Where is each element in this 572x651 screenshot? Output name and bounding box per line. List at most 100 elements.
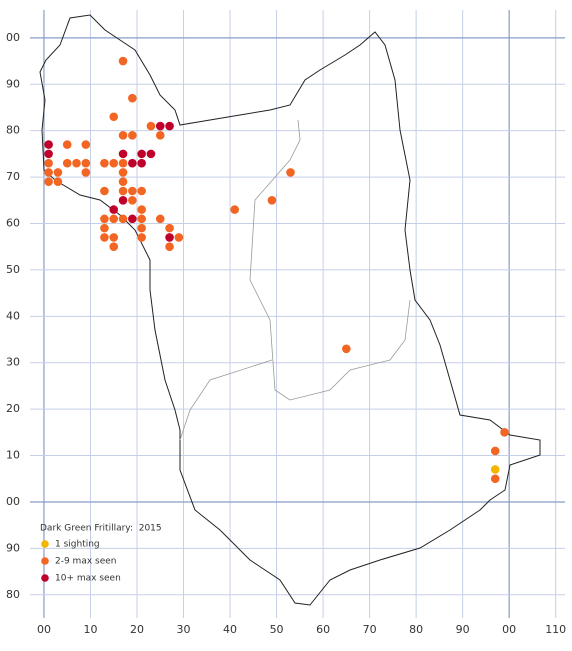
record-dot [128,93,137,103]
record-dot [267,195,277,205]
record-dot [137,158,146,168]
record-dot [230,205,239,214]
record-dot [81,140,91,149]
record-dot [100,186,109,196]
record-dot [137,186,146,196]
x-tick-label: 30 [177,623,191,636]
record-dot [118,214,128,224]
record-dot [165,242,174,252]
record-dot [44,140,53,149]
record-dot [109,233,119,242]
y-tick-label: 60 [6,216,20,229]
y-tick-label: 80 [6,588,20,601]
record-dot [128,186,137,196]
record-dot [100,158,109,168]
record-dot [81,168,91,177]
x-tick-label: 50 [270,623,284,636]
x-tick-label: 90 [456,623,470,636]
legend-label: 1 sighting [55,540,100,550]
y-tick-label: 90 [6,541,20,554]
x-tick-label: 60 [316,623,330,636]
legend-swatch [41,574,49,582]
record-dot [109,112,119,122]
record-dot [155,131,165,140]
legend-swatch [41,540,49,548]
record-dot [342,344,351,354]
record-dot [286,168,295,177]
legend-label: 2-9 max seen [55,557,117,567]
record-dot [44,168,53,177]
x-tick-label: 20 [130,623,144,636]
record-dot [118,158,128,168]
record-dot [137,233,146,242]
county-outline [39,14,541,606]
y-tick-label: 50 [6,263,20,276]
record-dot [128,131,137,140]
record-dot [137,149,146,159]
y-tick-label: 00 [6,495,20,508]
y-tick-label: 30 [6,356,20,369]
legend-swatch [41,557,49,565]
x-tick-label: 80 [409,623,423,636]
record-dot [137,223,146,233]
record-dot [490,465,500,474]
x-tick-label: 70 [363,623,377,636]
x-tick-label: 00 [502,623,516,636]
record-dot [146,121,156,131]
y-tick-label: 40 [6,309,20,322]
record-dot [165,121,174,131]
record-dot [490,446,500,456]
x-tick-label: 00 [37,623,51,636]
y-tick-label: 90 [6,77,20,90]
legend-title: Dark Green Fritillary: 2015 [40,524,162,534]
record-dot [72,158,81,168]
record-dot [81,158,91,168]
y-tick-label: 00 [6,31,20,44]
y-tick-label: 80 [6,124,20,137]
record-dot [53,177,63,187]
legend-label: 10+ max seen [55,574,121,584]
record-dot [137,205,146,214]
record-dot [100,214,109,224]
record-dot [53,168,63,177]
record-dot [128,158,137,168]
record-dot [118,56,128,66]
record-dot [118,177,128,187]
record-dot [62,140,72,149]
record-dot [174,233,184,242]
record-dot [165,223,174,233]
record-dot [128,195,137,205]
record-dot [109,158,119,168]
record-dot [109,214,119,224]
record-dot [165,233,174,242]
record-dot [109,205,119,214]
x-tick-label: 40 [223,623,237,636]
record-dot [128,214,137,224]
record-dot [490,474,500,484]
record-dot [137,214,146,224]
district-boundary [179,119,411,441]
record-dot [44,149,53,159]
record-dot [118,168,128,177]
grid [30,10,565,618]
y-tick-label: 20 [6,402,20,415]
y-tick-label: 10 [6,449,20,462]
record-dot [100,233,109,242]
y-tick-label: 70 [6,170,20,183]
x-tick-label: 10 [83,623,97,636]
record-dot [146,149,156,159]
record-dot [118,149,128,159]
record-dot [62,158,72,168]
record-dot [109,242,119,252]
record-dot [155,214,165,224]
record-dot [100,223,109,233]
record-dot [155,121,165,131]
record-dot [500,428,509,437]
record-dot [118,195,128,205]
record-dot [44,158,53,168]
record-dot [118,186,128,196]
record-dot [44,177,53,187]
record-dot [118,131,128,140]
x-tick-label: 110 [545,623,566,636]
